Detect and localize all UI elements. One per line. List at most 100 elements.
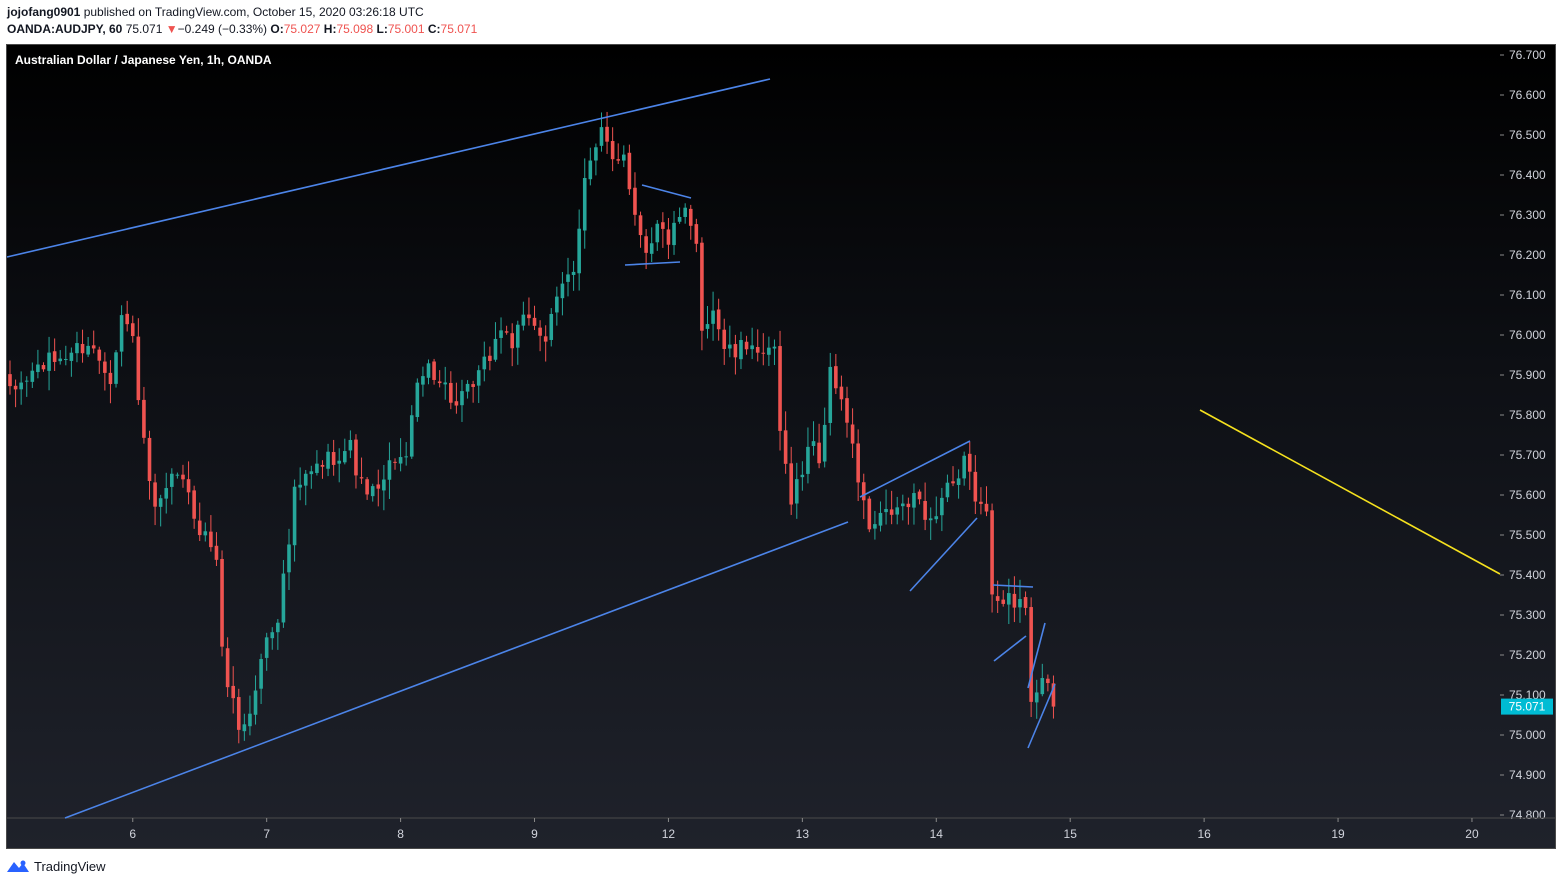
candle-body [41, 365, 46, 370]
y-tick-label: 76.400 [1509, 168, 1546, 182]
low-value: 75.001 [387, 22, 425, 36]
candle-body [923, 500, 927, 520]
candle-body [454, 401, 459, 406]
candle-body [912, 493, 916, 508]
candle-body [8, 374, 12, 387]
candle-body [588, 160, 593, 180]
candle-body [348, 439, 353, 451]
down-arrow-icon: ▼ [165, 22, 178, 36]
candle-body [772, 346, 777, 349]
candle-body [878, 512, 883, 526]
x-tick-label: 19 [1331, 827, 1345, 841]
brand-name[interactable]: TradingView [34, 858, 106, 874]
trendline [64, 521, 849, 819]
candle-body [532, 317, 537, 326]
candle-body [1018, 599, 1022, 608]
candle-body [493, 338, 498, 360]
trendline [6, 78, 771, 258]
candle-body [220, 558, 224, 647]
candle-body [331, 452, 336, 465]
tradingview-logo-icon[interactable] [6, 859, 30, 873]
y-tick-label: 76.100 [1509, 288, 1546, 302]
candle-body [449, 382, 453, 403]
candle-body [873, 524, 877, 529]
price-tag-label: 75.071 [1509, 700, 1546, 714]
candle-body [817, 442, 821, 464]
candle-body [292, 486, 297, 546]
candle-body [778, 346, 782, 431]
candle-body [170, 473, 174, 487]
y-tick-label: 76.000 [1509, 328, 1546, 342]
candle-body [253, 690, 258, 715]
last-price: 75.071 [125, 22, 163, 36]
trendline [641, 184, 692, 199]
candle-body [231, 685, 235, 699]
y-tick-label: 76.200 [1509, 248, 1546, 262]
x-tick-label: 6 [129, 827, 136, 841]
candle-body [437, 381, 442, 384]
candle-body [951, 481, 955, 484]
x-tick-label: 7 [263, 827, 270, 841]
candle-body [822, 424, 827, 462]
candle-body [393, 461, 397, 463]
candle-body [884, 509, 888, 513]
candle-body [644, 236, 648, 253]
candle-body [521, 314, 526, 326]
candle-body [967, 453, 972, 472]
candle-body [1034, 692, 1039, 703]
candle-body [861, 482, 866, 501]
y-tick-label: 75.700 [1509, 448, 1546, 462]
candle-body [209, 531, 213, 548]
candle-body [270, 632, 275, 639]
candle-body [326, 451, 330, 469]
y-tick-label: 75.800 [1509, 408, 1546, 422]
candle-body [677, 216, 682, 222]
candle-body [828, 366, 833, 423]
candle-body [979, 501, 983, 504]
candle-body [1007, 593, 1011, 605]
candle-body [136, 336, 141, 401]
candle-body [783, 430, 788, 464]
trendline [993, 635, 1027, 662]
candle-body [901, 503, 905, 507]
trendline [1027, 683, 1056, 749]
candle-body [538, 327, 542, 336]
candle-body [839, 386, 844, 400]
candle-body [298, 484, 302, 488]
candle-body [264, 637, 269, 658]
candle-body [560, 283, 565, 299]
candle-body [281, 573, 286, 623]
y-tick-label: 75.000 [1509, 728, 1546, 742]
trendline [1027, 622, 1046, 689]
x-tick-label: 9 [531, 827, 538, 841]
candle-body [638, 215, 643, 236]
candle-body [928, 518, 933, 521]
open-value: 75.027 [283, 22, 321, 36]
candle-body [24, 380, 29, 382]
candle-body [460, 391, 464, 406]
candle-body [895, 507, 900, 515]
x-tick-label: 14 [930, 827, 944, 841]
candle-body [376, 484, 381, 489]
candle-body [633, 187, 637, 215]
candle-body [114, 352, 118, 384]
candle-body [236, 697, 241, 730]
candle-body [566, 274, 570, 282]
high-label: H: [323, 22, 337, 36]
candle-body [19, 382, 23, 390]
candle-body [276, 622, 280, 633]
candle-body [962, 455, 966, 479]
x-tick-label: 12 [662, 827, 676, 841]
candle-body [30, 370, 35, 382]
candle-body [387, 460, 392, 480]
publish-text: published on TradingView.com, October 15… [80, 5, 424, 19]
candle-body [242, 724, 247, 732]
candle-body [409, 415, 414, 457]
chart-panel[interactable] [6, 44, 1556, 849]
candle-body [672, 222, 676, 246]
author-name[interactable]: jojofang0901 [7, 5, 81, 19]
candle-body [627, 152, 632, 190]
candle-body [58, 358, 63, 362]
candle-body [722, 329, 727, 349]
